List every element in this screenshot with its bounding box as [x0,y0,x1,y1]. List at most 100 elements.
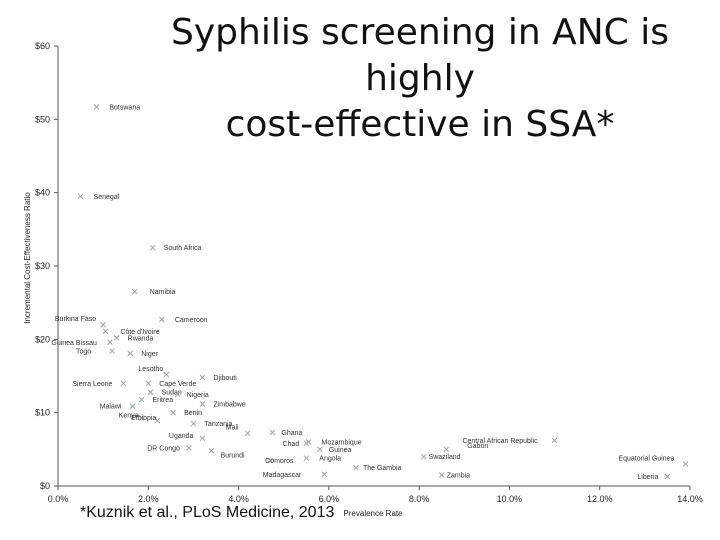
data-point-marker [551,437,558,444]
data-point-label: Ethiopia [131,415,156,422]
data-point-marker [190,420,197,427]
data-point-marker [321,471,328,478]
data-point-marker [208,447,215,454]
data-point-label: Cape Verde [159,381,196,388]
data-point-label: Benin [184,410,202,417]
data-point-marker [77,193,84,200]
data-point-label: Côte d'Ivoire [120,329,159,336]
data-point-marker [149,244,156,251]
y-tick-label: $50 [35,114,50,124]
data-point-marker [129,403,136,409]
data-point-label: Djibouti [213,375,237,382]
data-point-marker [100,321,106,328]
x-tick-label: 4.0% [228,494,249,504]
x-tick-label: 6.0% [319,494,340,504]
data-point-marker [316,446,323,453]
data-point-label: Rwanda [128,335,154,342]
data-point-marker [186,445,192,451]
data-point-label: Nigeria [187,392,209,399]
data-point-marker [158,316,165,323]
data-point-marker [682,461,689,467]
data-point-label: Central African Republic [462,438,538,445]
data-point-label: Sierra Leone [72,381,112,388]
y-tick-label: $60 [35,41,50,51]
y-tick-label: $30 [35,261,50,271]
x-tick-label: 12.0% [587,494,613,504]
data-point-marker [113,335,120,341]
data-point-label: Namibia [150,289,176,296]
data-point-marker [93,104,100,110]
data-point-label: Equatorial Guinea [618,456,674,463]
data-point-label: Mozambique [322,440,362,447]
data-point-marker [664,473,671,480]
data-point-label: Guinea Bissau [51,340,97,347]
x-tick-label: 14.0% [677,494,703,504]
data-point-marker [199,374,206,381]
data-point-label: DR Congo [147,445,180,452]
data-point-marker [420,453,427,460]
data-point-label: Madagascar [263,472,302,479]
chart-title: Syphilis screening in ANC is highly cost… [140,10,700,148]
x-tick-label: 2.0% [138,494,159,504]
x-tick-label: 10.0% [497,494,523,504]
data-point-label: The Gambia [363,465,402,472]
data-point-label: Botswana [109,104,140,111]
data-point-marker [443,446,450,453]
data-point-marker [303,455,310,461]
data-point-label: Kenya [119,412,139,419]
data-point-marker [267,457,274,464]
x-tick-label: 0.0% [48,494,69,504]
data-point-marker [305,439,312,445]
data-point-label: Ghana [281,430,302,437]
data-point-label: Chad [283,441,300,448]
data-point-label: Uganda [169,433,194,440]
data-point-label: Zambia [447,473,470,480]
chart-title-line-1: Syphilis screening in ANC is highly [171,12,669,99]
data-point-marker [154,417,161,424]
data-point-label: Burundi [220,452,245,459]
data-point-marker [170,409,176,416]
data-point-label: Tanzania [204,421,232,428]
data-point-label: Togo [76,349,91,356]
data-point-label: Guinea [329,447,352,454]
data-point-marker [199,401,206,407]
data-point-marker [102,328,109,335]
data-point-marker [120,380,127,387]
data-point-label: Comoros [265,458,294,465]
data-point-label: Angola [319,456,341,463]
data-point-label: Eritrea [153,397,174,404]
data-point-label: Burkina Faso [55,316,96,323]
data-point-marker [147,389,154,395]
y-tick-label: $40 [35,188,50,198]
data-point-marker [138,414,145,421]
y-tick-label: $20 [35,334,50,344]
data-point-label: South Africa [164,245,202,252]
data-point-label: Lesotho [138,366,163,373]
data-point-marker [163,371,170,378]
data-point-marker [107,339,113,346]
data-point-marker [109,348,116,354]
data-point-marker [127,350,134,357]
data-point-label: Swaziland [429,454,461,461]
data-point-marker [138,396,145,403]
data-point-marker [174,391,181,398]
x-tick-label: 8.0% [409,494,430,504]
chart-title-line-2: cost-effective in SSA* [225,104,615,145]
data-point-label: Malawi [100,404,122,411]
y-axis-label: Incremental Cost-Effectiveness Ratio [23,192,32,324]
data-point-marker [438,472,445,478]
data-point-label: Mali [226,425,239,432]
data-point-label: Cameroon [175,317,208,324]
data-point-label: Liberia [637,474,658,481]
data-point-marker [269,429,276,436]
data-point-label: Senegal [94,194,120,201]
citation-footnote: *Kuznik et al., PLoS Medicine, 2013 [80,504,335,521]
data-point-marker [145,380,152,387]
data-point-marker [353,464,359,471]
data-point-label: Niger [141,351,158,358]
data-point-label: Zimbabwe [213,401,245,408]
data-point-marker [131,288,138,295]
x-axis-label: Prevalence Rate [343,509,403,518]
data-point-marker [244,430,251,437]
